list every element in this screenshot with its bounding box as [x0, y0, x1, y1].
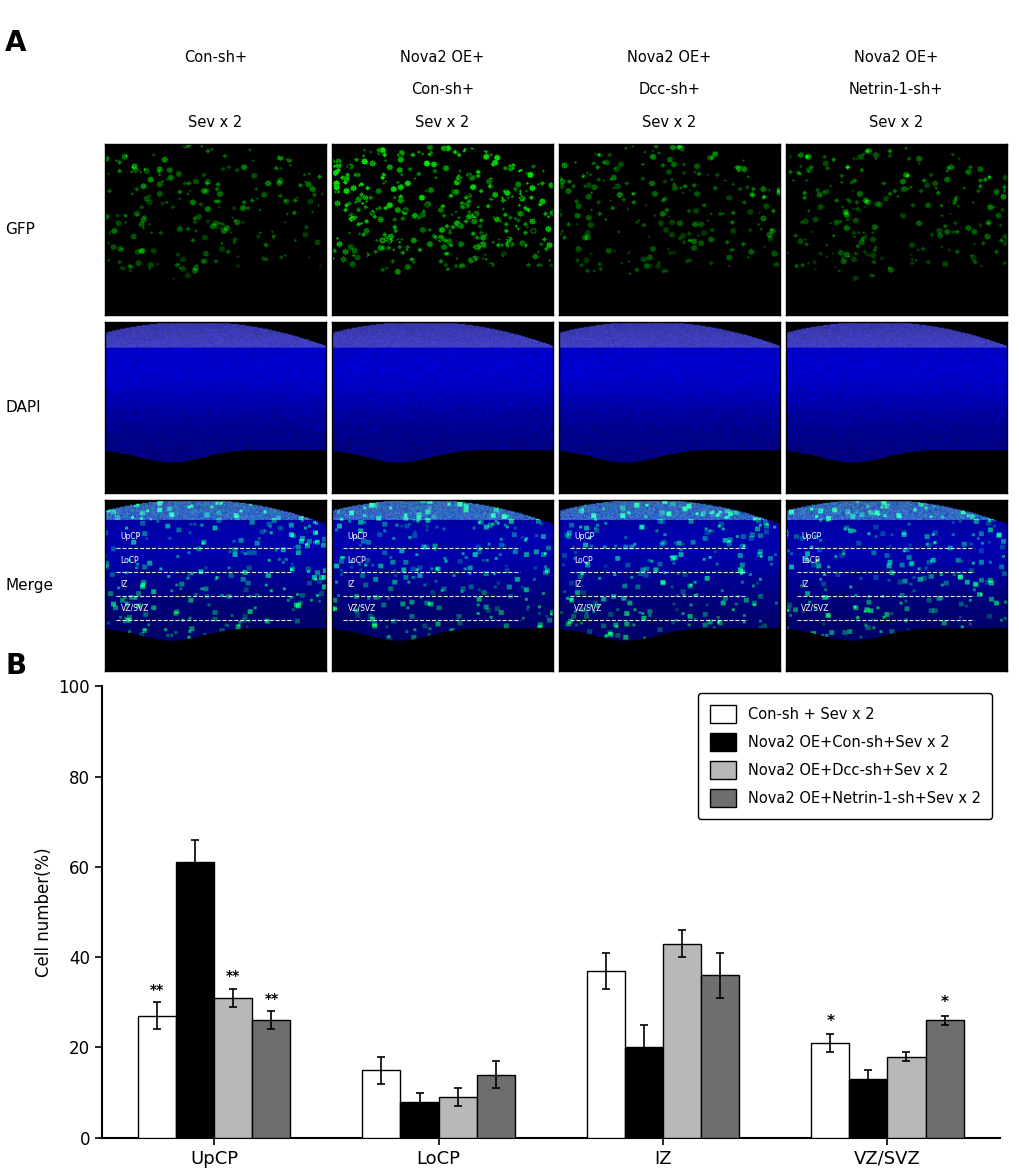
- Text: VZ/SVZ: VZ/SVZ: [574, 604, 602, 612]
- Bar: [810, 1043, 849, 1138]
- Text: VZ/SVZ: VZ/SVZ: [120, 604, 149, 612]
- Bar: [400, 1101, 438, 1138]
- Text: **: **: [264, 992, 278, 1006]
- Text: Dcc-sh+: Dcc-sh+: [638, 82, 700, 97]
- Text: Sev x 2: Sev x 2: [868, 115, 922, 130]
- Text: LoCP: LoCP: [574, 556, 592, 565]
- Text: *: *: [825, 1013, 834, 1029]
- Bar: [625, 1047, 662, 1138]
- Text: **: **: [150, 983, 164, 997]
- Text: IZ: IZ: [120, 579, 128, 589]
- Text: A: A: [5, 29, 26, 57]
- Text: IZ: IZ: [574, 579, 582, 589]
- Bar: [176, 862, 214, 1138]
- Text: Sev x 2: Sev x 2: [189, 115, 243, 130]
- Bar: [438, 1097, 476, 1138]
- Text: Nova2 OE+: Nova2 OE+: [399, 49, 484, 65]
- Text: VZ/SVZ: VZ/SVZ: [801, 604, 828, 612]
- Text: *: *: [940, 996, 948, 1010]
- Text: Con-sh+: Con-sh+: [183, 49, 247, 65]
- Text: VZ/SVZ: VZ/SVZ: [347, 604, 375, 612]
- Legend: Con-sh + Sev x 2, Nova2 OE+Con-sh+Sev x 2, Nova2 OE+Dcc-sh+Sev x 2, Nova2 OE+Net: Con-sh + Sev x 2, Nova2 OE+Con-sh+Sev x …: [697, 693, 991, 819]
- Bar: [362, 1070, 400, 1138]
- Text: LoCP: LoCP: [347, 556, 366, 565]
- Text: Nova2 OE+: Nova2 OE+: [853, 49, 937, 65]
- Text: LoCP: LoCP: [801, 556, 819, 565]
- Bar: [662, 943, 700, 1138]
- Text: LoCP: LoCP: [120, 556, 139, 565]
- Bar: [849, 1079, 887, 1138]
- Bar: [924, 1021, 963, 1138]
- Bar: [252, 1021, 290, 1138]
- Bar: [887, 1057, 924, 1138]
- Bar: [138, 1016, 176, 1138]
- Text: Merge: Merge: [5, 578, 53, 594]
- Text: DAPI: DAPI: [5, 400, 41, 415]
- Text: Sev x 2: Sev x 2: [415, 115, 469, 130]
- Text: Nova2 OE+: Nova2 OE+: [627, 49, 711, 65]
- Text: IZ: IZ: [801, 579, 808, 589]
- Text: B: B: [5, 652, 26, 680]
- Text: Sev x 2: Sev x 2: [642, 115, 696, 130]
- Text: Con-sh+: Con-sh+: [411, 82, 474, 97]
- Text: **: **: [226, 969, 240, 983]
- Bar: [214, 998, 252, 1138]
- Text: GFP: GFP: [5, 222, 35, 237]
- Text: Netrin-1-sh+: Netrin-1-sh+: [848, 82, 943, 97]
- Text: UpCP: UpCP: [347, 533, 368, 541]
- Bar: [476, 1074, 515, 1138]
- Text: UpCP: UpCP: [574, 533, 594, 541]
- Bar: [586, 971, 625, 1138]
- Bar: [700, 975, 739, 1138]
- Y-axis label: Cell number(%): Cell number(%): [35, 847, 53, 977]
- Text: UpCP: UpCP: [801, 533, 821, 541]
- Text: UpCP: UpCP: [120, 533, 141, 541]
- Text: IZ: IZ: [347, 579, 355, 589]
